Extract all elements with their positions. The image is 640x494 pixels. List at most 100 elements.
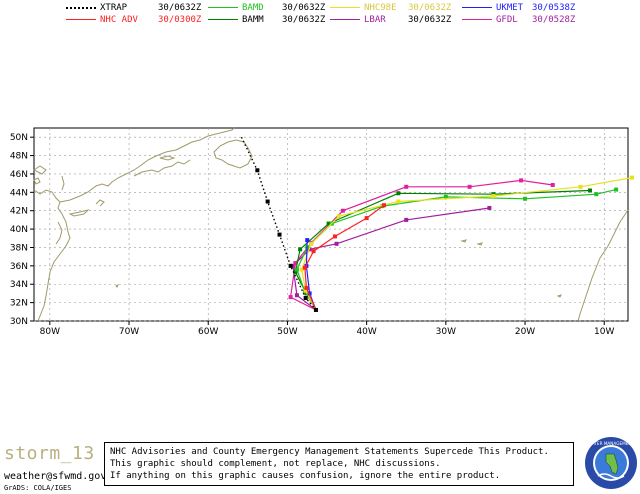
legend-swatch <box>462 19 492 20</box>
axis-labels: 30N 32N 34N 36N 38N 40N 42N 44N 46N 48N 50N 80W 70W 6… <box>10 133 615 337</box>
track-point-bamm <box>587 188 592 193</box>
track-point-nhc98e <box>303 288 308 293</box>
coast-cape-cod <box>95 199 105 207</box>
legend-name: NHC ADV <box>100 15 138 25</box>
legend-time: 30/0632Z <box>282 3 326 13</box>
track-point-gfdl <box>288 295 293 300</box>
track-point-lbar <box>294 293 299 298</box>
disclaimer-line: NHC Advisories and County Emergency Mana… <box>110 447 549 457</box>
coast-iberia <box>599 209 629 259</box>
forecast-tracks <box>240 136 634 312</box>
track-point-xtrap <box>255 168 260 173</box>
lat-label: 42N <box>10 207 28 217</box>
lat-label: 44N <box>10 188 28 198</box>
legend-item-lbar: LBAR 30/0632Z <box>330 15 451 26</box>
madeira <box>556 294 562 298</box>
grads-credit: GrADS: COLA/IGES <box>4 484 72 492</box>
legend-name: XTRAP <box>100 3 128 13</box>
legend-time: 30/0632Z <box>282 15 326 25</box>
track-point-gfdl <box>550 182 555 187</box>
track-point-nhc98e <box>578 184 583 189</box>
legend-time: 30/0632Z <box>408 3 452 13</box>
lat-label: 30N <box>10 317 28 327</box>
legend-name: UKMET <box>496 3 524 13</box>
track-point-bamd <box>594 192 599 197</box>
track-point-lbar <box>404 217 409 222</box>
lon-label: 80W <box>40 327 60 337</box>
coast-chesapeake <box>55 221 63 245</box>
coast-new-england <box>59 165 141 203</box>
track-point-xtrap <box>288 263 293 268</box>
track-point-nhc98e <box>491 194 496 199</box>
track-point-bamd <box>443 194 448 199</box>
legend-item-bamd: BAMD 30/0632Z <box>208 3 325 14</box>
legend-name: BAMM <box>242 15 264 25</box>
lat-label: 50N <box>10 133 28 143</box>
track-map: 30N 32N 34N 36N 38N 40N 42N 44N 46N 48N 50N 80W 70W 6… <box>10 127 634 337</box>
model-legend: XTRAP 30/0632Z NHC ADV 30/0300Z BAMD 30/063… <box>0 0 640 30</box>
lon-label: 40W <box>356 327 376 337</box>
lon-label: 50W <box>277 327 297 337</box>
disclaimer-line: If anything on this graphic causes confu… <box>110 471 501 481</box>
lat-label: 34N <box>10 280 28 290</box>
track-point-nhc-adv <box>332 234 337 239</box>
legend-item-nhc98e: NHC98E 30/0632Z <box>330 3 451 14</box>
legend-time: 30/0300Z <box>158 15 202 25</box>
legend-name: BAMD <box>242 3 264 13</box>
legend-time: 30/0528Z <box>532 15 576 25</box>
legend-swatch <box>330 19 360 20</box>
disclaimer-box: NHC Advisories and County Emergency Mana… <box>104 442 574 486</box>
azores <box>460 239 483 246</box>
coast-pei <box>159 155 176 161</box>
track-point-nhc-adv <box>364 216 369 221</box>
track-point-gfdl <box>519 178 524 183</box>
track-point-bamd <box>294 267 299 272</box>
track-point-nhc98e <box>309 241 314 246</box>
track-point-bamm <box>396 191 401 196</box>
track-point-bamm <box>326 221 331 226</box>
track-point-gfdl <box>404 184 409 189</box>
coast-east-us <box>33 189 71 322</box>
legend-swatch <box>66 19 96 20</box>
lon-label: 70W <box>119 327 139 337</box>
storm-title: storm_13 <box>4 443 95 464</box>
track-point-ukmet <box>307 291 312 296</box>
contact-email[interactable]: weather@sfwmd.gov <box>4 471 107 482</box>
lakes <box>33 165 47 185</box>
track-point-lbar <box>290 263 295 268</box>
track-point-gfdl <box>293 261 298 266</box>
legend-swatch <box>330 7 360 8</box>
lon-label: 60W <box>198 327 218 337</box>
lake-champlain <box>61 175 65 191</box>
coast-morocco <box>577 257 601 322</box>
legend-swatch <box>462 7 492 8</box>
logo-text: WATER MANAGEMENT <box>588 441 635 446</box>
legend-item-gfdl: GFDL 30/0528Z <box>462 15 575 26</box>
disclaimer-line: This graphic should complement, not repl… <box>110 459 441 469</box>
legend-item-ukmet: UKMET 30/0538Z <box>462 3 575 14</box>
legend-item-bamm: BAMM 30/0632Z <box>208 15 325 26</box>
track-point-bamm <box>293 270 298 275</box>
coast-gulf-st-lawrence <box>139 127 235 167</box>
track-point-xtrap <box>277 232 282 237</box>
bermuda <box>115 283 120 288</box>
legend-name: GFDL <box>496 15 518 25</box>
track-point-nhc98e <box>396 199 401 204</box>
track-point-xtrap <box>265 199 270 204</box>
coast-nova-scotia <box>133 159 191 177</box>
track-point-nhc-adv <box>382 203 387 208</box>
legend-swatch <box>208 7 238 8</box>
track-point-xtrap <box>303 296 308 301</box>
track-point-gfdl <box>340 208 345 213</box>
track-point-nhc-adv <box>304 285 309 290</box>
track-point-bamd <box>523 196 528 201</box>
track-point-nhc98e <box>299 267 304 272</box>
lat-label: 46N <box>10 170 28 180</box>
legend-item-xtrap: XTRAP 30/0632Z <box>66 3 201 14</box>
sfwmd-logo: WATER MANAGEMENT <box>585 437 637 489</box>
track-point-nhc98e <box>336 214 341 219</box>
track-point-nhc-adv <box>311 249 316 254</box>
lat-label: 36N <box>10 262 28 272</box>
coastlines <box>33 127 629 322</box>
coast-long-island <box>68 209 90 217</box>
